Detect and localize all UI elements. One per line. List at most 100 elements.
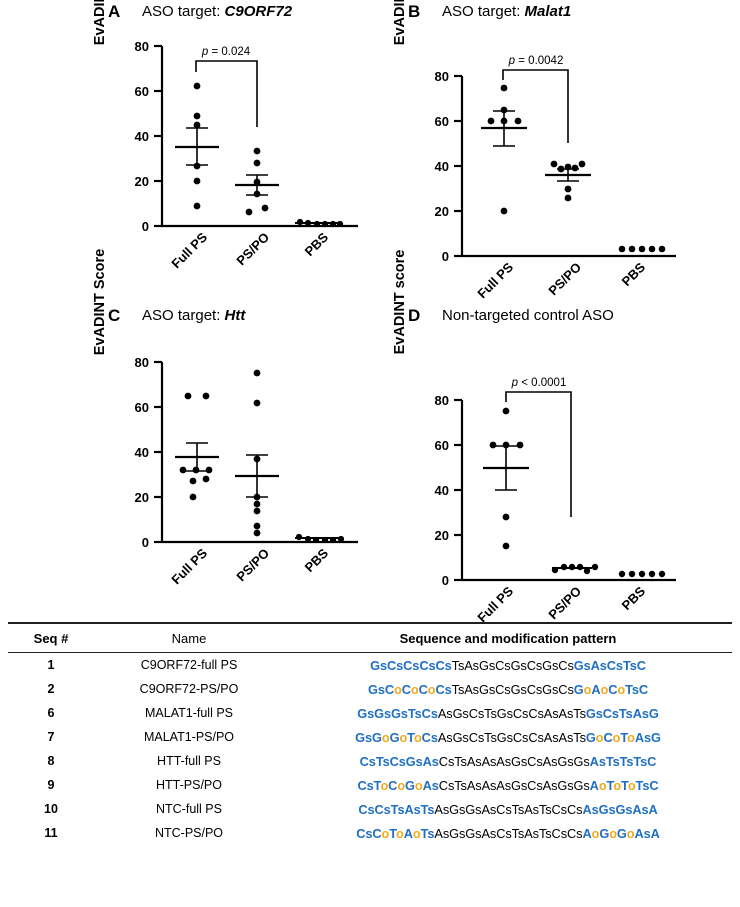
col-header-pattern: Sequence and modification pattern [399,631,617,646]
cell-name: C9ORF72-PS/PO [139,682,239,696]
cell-name: MALAT1-full PS [145,706,233,720]
sequence-segment: o [414,777,423,793]
svg-text:40: 40 [435,483,449,498]
sequence-segment: Gs [355,729,373,745]
sequence-segment: AsA [634,825,660,841]
sequence-segment: T [407,729,414,745]
sequence-segment: o [396,825,404,841]
table-row: 9 HTT-PS/PO CsToCoGoAsCsTsAsAsAsGsCsAsGsGs… [8,773,732,797]
sequence-segment: AsGsGsAsCsTsAsTsCsCs [434,801,583,817]
sequence-segment: o [583,681,592,697]
panel-c-header: C ASO target: Htt [96,306,388,332]
panel-d-svg: 0 20 40 60 80 Full PS PS/PO PBS p < 0.00… [435,377,676,625]
table-row: 1 C9ORF72-full PS GsCsCsCsCsTsAsGsCsGsCsGs… [8,653,732,678]
sequence-table-head: Seq # Name Sequence and modification pat… [8,624,732,653]
sequence-segment: TsC [635,777,659,793]
cell-name: C9ORF72-full PS [140,658,238,672]
sequence-segment: C [372,825,382,841]
sequence-segment: GsCsCsCsCs [370,657,452,673]
sequence-segment: o [591,825,600,841]
svg-text:PBS: PBS [619,259,649,289]
svg-text:60: 60 [435,438,449,453]
cell-seq-number: 11 [44,826,58,840]
cell-sequence-pattern: CsTsCsGsAsCsTsAsAsAsGsCsAsGsGsAsTsTsTsC [284,749,732,773]
panel-c-title-gene: Htt [224,307,246,324]
sequence-segment: GsCsTsAsG [585,705,659,721]
sequence-segment: o [427,681,436,697]
sequence-segment: CsCsTsAsTs [358,801,435,817]
cell-seq-number: 8 [47,754,55,768]
panel-d-header: D Non-targeted control ASO [396,306,726,332]
panel-a: A ASO target: C9ORF72 EvADINT Score [92,0,388,302]
panel-a-svg: 0 20 40 60 80 Full PS PS/PO PBS [135,39,358,271]
svg-text:PS/PO: PS/PO [233,546,272,585]
sequence-segment: A [591,681,601,697]
sequence-table: Seq # Name Sequence and modification pat… [8,622,732,845]
sequence-segment: o [617,681,626,697]
sequence-segment: o [612,729,621,745]
panel-c-group-pbs [295,533,345,544]
sequence-segment: C [608,681,618,697]
cell-sequence-pattern: CsCoToAoTsAsGsGsAsCsTsAsTsCsCsAoGoGoAsA [284,821,732,845]
panel-b-title-prefix: ASO target: [442,3,525,20]
svg-text:0: 0 [142,219,149,234]
sequence-segment: C [401,681,411,697]
svg-text:80: 80 [135,355,149,370]
table-row: 7 MALAT1-PS/PO GsGoGoToCsAsGsCsTsGsCsCsAsA… [8,725,732,749]
sequence-segment: o [598,777,607,793]
svg-text:PBS: PBS [619,583,649,613]
svg-text:0: 0 [442,249,449,264]
panel-d-x-labels: Full PS PS/PO PBS [474,583,648,625]
svg-text:20: 20 [135,490,149,505]
svg-text:PS/PO: PS/PO [545,260,584,299]
svg-text:p = 0.0042: p = 0.0042 [508,55,564,67]
svg-text:Full PS: Full PS [474,583,516,625]
table-row: 8 HTT-full PS CsTsCsGsAsCsTsAsAsAsGsCsAsGs… [8,749,732,773]
panel-a-group-fullps [175,82,219,210]
panel-b-x-labels: Full PS PS/PO PBS [474,259,648,301]
panel-c: C ASO target: Htt EvADINT Score 0 20 [92,249,388,606]
sequence-segment: G [372,729,382,745]
panel-c-group-pspo [235,369,279,537]
sequence-segment: CsTsCsGsAs [359,753,439,769]
cell-sequence-pattern: GsCsCsCsCsTsAsGsCsGsCsGsCsGsAsCsTsC [284,653,732,678]
sequence-segment: AsG [634,729,661,745]
sequence-segment: o [380,777,389,793]
svg-text:Full PS: Full PS [474,259,516,301]
sequence-segment: T [606,777,614,793]
svg-text:60: 60 [135,400,149,415]
sequence-segment: AsGsCsTsGsCsCsAsAsTs [437,705,586,721]
panel-grid: A ASO target: C9ORF72 EvADINT Score [92,0,726,625]
table-row: 10 NTC-full PS CsCsTsAsTsAsGsGsAsCsTsAsTsC… [8,797,732,821]
svg-text:PBS: PBS [302,229,332,259]
sequence-segment: o [381,729,390,745]
sequence-segment: Cs [421,729,438,745]
sequence-segment: o [399,729,408,745]
panel-d: D Non-targeted control ASO EvADINT score… [392,250,726,625]
sequence-segment: CsTsAsAsAsGsCsAsGsGs [438,777,590,793]
panel-c-title-prefix: ASO target: [142,307,225,324]
sequence-segment: T [373,777,381,793]
panel-b-y-ticks: 0 20 40 60 80 [435,69,462,264]
sequence-segment: AsTsTsTsC [589,753,657,769]
svg-text:p < 0.0001: p < 0.0001 [511,377,567,389]
svg-text:PS/PO: PS/PO [233,230,272,269]
sequence-segment: Cs [357,777,374,793]
cell-seq-number: 1 [47,658,55,672]
panel-c-letter: C [108,306,121,325]
sequence-segment: o [627,777,636,793]
sequence-segment: C [603,729,613,745]
panel-b-letter: B [408,2,421,21]
sequence-segment: GsGsGsTsCs [357,705,438,721]
sequence-segment: C [384,681,394,697]
sequence-segment: T [621,777,628,793]
table-header-row: Seq # Name Sequence and modification pat… [8,624,732,653]
cell-sequence-pattern: GsGoGoToCsAsGsCsTsGsCsCsAsAsTsGoCoToAsG [284,725,732,749]
svg-text:Full PS: Full PS [168,229,210,271]
sequence-segment: G [573,681,584,697]
cell-name: MALAT1-PS/PO [143,730,235,744]
svg-text:80: 80 [435,69,449,84]
sequence-segment: o [394,681,402,697]
panel-d-group-pspo [551,563,599,575]
